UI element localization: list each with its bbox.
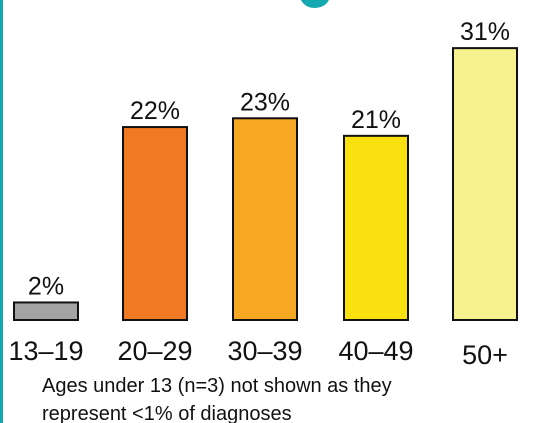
bar-4 bbox=[343, 134, 409, 321]
bars-layer bbox=[13, 47, 518, 322]
category-label-3: 30–39 bbox=[227, 336, 302, 366]
left-accent-bar bbox=[0, 0, 3, 423]
value-labels-layer: 2% 22% 23% 21% 31% bbox=[28, 18, 510, 300]
value-label-5: 31% bbox=[460, 18, 510, 46]
value-label-2: 22% bbox=[130, 97, 180, 125]
category-label-4: 40–49 bbox=[338, 336, 413, 366]
value-label-4: 21% bbox=[351, 106, 401, 134]
footnote-line-1: Ages under 13 (n=3) not shown as they bbox=[42, 375, 392, 397]
footnote-line-2: represent <1% of diagnoses bbox=[42, 403, 292, 423]
cropped-title-fragment bbox=[278, 0, 350, 8]
bar-5 bbox=[452, 47, 518, 321]
bar-2 bbox=[122, 126, 188, 321]
category-label-1: 13–19 bbox=[8, 336, 83, 366]
footnote: Ages under 13 (n=3) not shown as they re… bbox=[42, 372, 512, 423]
category-label-5: 50+ bbox=[462, 340, 508, 370]
category-labels-layer: 13–19 20–29 30–39 40–49 50+ bbox=[8, 336, 507, 370]
value-label-3: 23% bbox=[240, 88, 290, 116]
value-label-1: 2% bbox=[28, 272, 64, 300]
category-label-2: 20–29 bbox=[117, 336, 192, 366]
bar-3 bbox=[232, 117, 298, 322]
bar-1 bbox=[13, 301, 79, 321]
